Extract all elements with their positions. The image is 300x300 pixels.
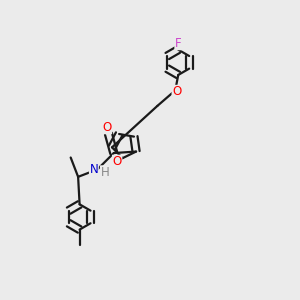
Text: F: F (175, 37, 181, 50)
Text: O: O (112, 155, 122, 168)
Text: O: O (102, 121, 112, 134)
Text: H: H (100, 166, 109, 179)
Text: O: O (172, 85, 182, 98)
Text: N: N (89, 163, 98, 176)
